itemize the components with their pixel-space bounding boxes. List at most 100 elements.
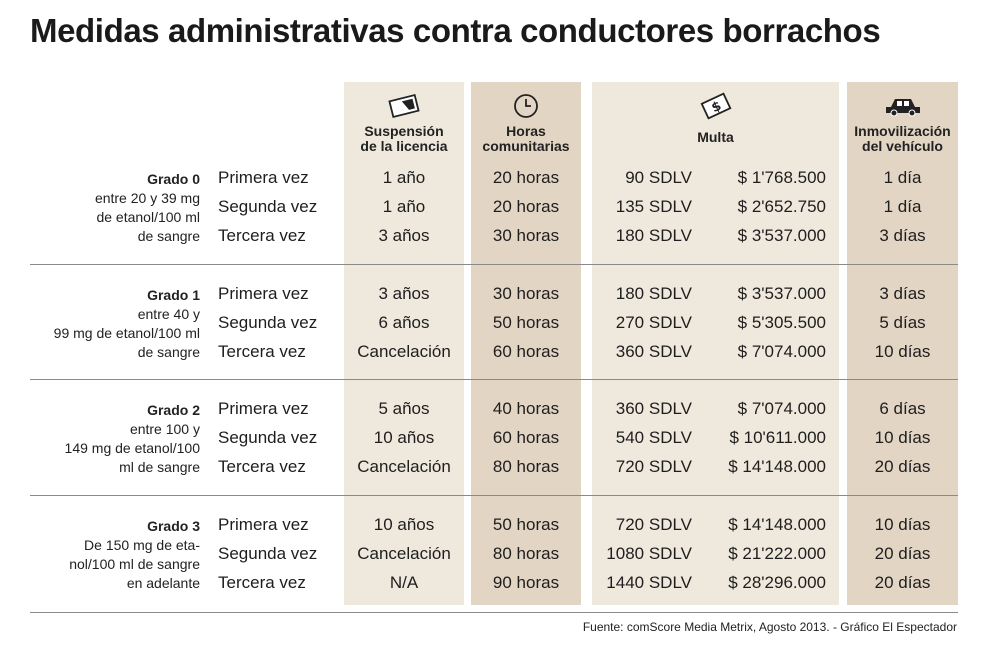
grade-name: Grado 1 (147, 287, 200, 303)
page-title: Medidas administrativas contra conductor… (30, 12, 881, 49)
horas-column (471, 82, 581, 605)
grade-description-line: de sangre (137, 228, 200, 244)
cell-sdlv: 360 SDLV (615, 342, 692, 361)
cell-horas: 50 horas (492, 313, 560, 332)
inmovilizacion-header: Inmovilización del vehículo (847, 88, 958, 154)
grade-description-line: de etanol/100 ml (96, 209, 200, 225)
grade-divider (30, 264, 958, 265)
cell-sdlv: 720 SDLV (615, 515, 692, 534)
cell-suspension: 3 años (378, 226, 430, 245)
grade-label: Grado 0 entre 20 y 39 mg de etanol/100 ml d… (30, 170, 200, 246)
cell-suspension: 10 años (373, 515, 435, 534)
cell-sdlv: 540 SDLV (615, 428, 692, 447)
grade-description-line: entre 100 y (129, 421, 200, 437)
cell-sdlv: 180 SDLV (615, 284, 692, 303)
cell-vez: Segunda vez (218, 428, 318, 447)
grade-divider (30, 379, 958, 380)
cell-pesos: $ 3'537.000 (737, 226, 826, 245)
cell-inmov: 20 días (874, 573, 931, 592)
cell-horas: 40 horas (492, 399, 560, 418)
grade-name: Grado 3 (147, 518, 200, 534)
cell-suspension: 1 año (382, 197, 426, 216)
grade-label: Grado 2 entre 100 y 149 mg de etanol/100 ml… (30, 401, 200, 477)
suspension-column (344, 82, 464, 605)
cell-horas: 20 horas (492, 168, 560, 187)
cell-sdlv: 720 SDLV (615, 457, 692, 476)
cell-sdlv: 360 SDLV (615, 399, 692, 418)
grade-label: Grado 3 De 150 mg de eta-nol/100 ml de sa… (30, 517, 200, 593)
cell-horas: 50 horas (492, 515, 560, 534)
cell-horas: 30 horas (492, 284, 560, 303)
cell-inmov: 10 días (874, 428, 931, 447)
cell-pesos: $ 28'296.000 (728, 573, 826, 592)
horas-header-line2: comunitarias (482, 138, 570, 154)
cell-inmov: 3 días (879, 284, 926, 303)
cell-suspension: Cancelación (357, 457, 451, 476)
grade-description-line: De 150 mg de eta- (84, 537, 200, 553)
cell-sdlv: 90 SDLV (625, 168, 692, 187)
multa-header-label: Multa (697, 129, 734, 145)
footer-divider (30, 612, 958, 613)
cell-horas: 80 horas (492, 544, 560, 563)
clock-icon (512, 88, 540, 124)
grade-description-line: 99 mg de etanol/100 ml (53, 325, 200, 341)
cell-suspension: 6 años (378, 313, 430, 332)
cell-pesos: $ 3'537.000 (737, 284, 826, 303)
cell-sdlv: 1080 SDLV (606, 544, 692, 563)
grade-divider (30, 495, 958, 496)
grade-description-line: en adelante (126, 575, 200, 591)
cell-vez: Primera vez (218, 168, 309, 187)
cell-vez: Primera vez (218, 399, 309, 418)
cell-suspension: 1 año (382, 168, 426, 187)
cell-horas: 30 horas (492, 226, 560, 245)
multa-header: $ Multa (592, 88, 839, 145)
suspension-header-line1: Suspensión (364, 123, 444, 139)
cell-horas: 60 horas (492, 342, 560, 361)
cell-vez: Segunda vez (218, 313, 318, 332)
suspension-header-line2: de la licencia (360, 138, 448, 154)
cell-inmov: 10 días (874, 515, 931, 534)
cell-horas: 90 horas (492, 573, 560, 592)
cell-vez: Tercera vez (218, 342, 306, 361)
cell-pesos: $ 2'652.750 (737, 197, 826, 216)
cell-inmov: 20 días (874, 544, 931, 563)
cell-suspension: 10 años (373, 428, 435, 447)
cell-sdlv: 180 SDLV (615, 226, 692, 245)
cell-pesos: $ 7'074.000 (737, 399, 826, 418)
inmovilizacion-header-line1: Inmovilización (854, 123, 951, 139)
grade-description-line: de sangre (137, 344, 200, 360)
grade-description-line: nol/100 ml de sangre (69, 556, 200, 572)
cell-sdlv: 135 SDLV (615, 197, 692, 216)
cell-suspension: N/A (389, 573, 419, 592)
cell-pesos: $ 10'611.000 (729, 428, 826, 447)
grade-name: Grado 0 (147, 171, 200, 187)
cell-suspension: Cancelación (357, 544, 451, 563)
suspension-header: Suspensión de la licencia (344, 88, 464, 154)
cell-vez: Tercera vez (218, 573, 306, 592)
cell-inmov: 5 días (879, 313, 926, 332)
grade-name: Grado 2 (147, 402, 200, 418)
grade-description-line: 149 mg de etanol/100 (64, 440, 200, 456)
grade-description-line: entre 20 y 39 mg (94, 190, 200, 206)
cell-vez: Tercera vez (218, 226, 306, 245)
cell-vez: Tercera vez (218, 457, 306, 476)
cell-sdlv: 270 SDLV (615, 313, 692, 332)
cell-inmov: 10 días (874, 342, 931, 361)
cell-pesos: $ 1'768.500 (737, 168, 826, 187)
inmovilizacion-column (847, 82, 958, 605)
cell-suspension: Cancelación (357, 342, 451, 361)
grade-description-line: ml de sangre (119, 459, 200, 475)
horas-header-line1: Horas (506, 123, 546, 139)
cell-inmov: 20 días (874, 457, 931, 476)
cell-suspension: 3 años (378, 284, 430, 303)
cell-inmov: 1 día (883, 197, 922, 216)
cell-vez: Segunda vez (218, 544, 318, 563)
license-card-icon (387, 88, 421, 124)
cell-pesos: $ 7'074.000 (737, 342, 826, 361)
multa-column (592, 82, 839, 605)
cell-horas: 60 horas (492, 428, 560, 447)
cell-vez: Segunda vez (218, 197, 318, 216)
cell-inmov: 1 día (883, 168, 922, 187)
cell-sdlv: 1440 SDLV (606, 573, 692, 592)
cell-inmov: 3 días (879, 226, 926, 245)
